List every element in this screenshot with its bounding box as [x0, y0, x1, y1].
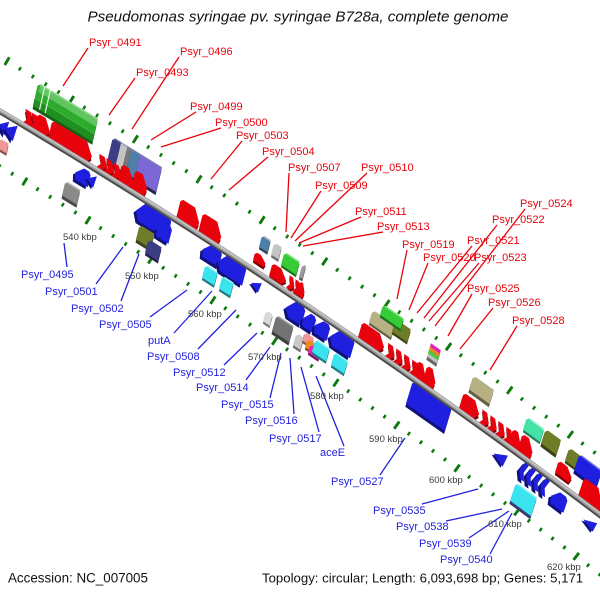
svg-text:Psyr_0491: Psyr_0491: [89, 37, 142, 49]
svg-text:Psyr_0505: Psyr_0505: [99, 319, 152, 331]
svg-text:580 kbp: 580 kbp: [310, 391, 344, 402]
svg-text:Psyr_0515: Psyr_0515: [221, 399, 274, 411]
svg-text:Psyr_0525: Psyr_0525: [467, 283, 520, 295]
svg-text:Psyr_0493: Psyr_0493: [136, 67, 189, 79]
svg-text:540 kbp: 540 kbp: [63, 232, 97, 243]
svg-text:Psyr_0508: Psyr_0508: [147, 351, 200, 363]
svg-text:Psyr_0527: Psyr_0527: [331, 476, 384, 488]
svg-text:Psyr_0504: Psyr_0504: [262, 146, 315, 158]
svg-text:Psyr_0511: Psyr_0511: [355, 206, 407, 218]
svg-text:Psyr_0499: Psyr_0499: [190, 101, 243, 113]
svg-text:Psyr_0517: Psyr_0517: [269, 433, 322, 445]
svg-text:Psyr_0495: Psyr_0495: [21, 269, 74, 281]
svg-text:Psyr_0539: Psyr_0539: [419, 538, 472, 550]
svg-text:560 kbp: 560 kbp: [188, 309, 222, 320]
svg-text:Psyr_0501: Psyr_0501: [45, 286, 98, 298]
svg-text:Psyr_0516: Psyr_0516: [245, 415, 298, 427]
svg-text:Psyr_0528: Psyr_0528: [512, 315, 565, 327]
svg-text:Psyr_0503: Psyr_0503: [236, 130, 289, 142]
svg-text:putA: putA: [148, 335, 171, 347]
svg-text:610 kbp: 610 kbp: [488, 519, 522, 530]
svg-text:Psyr_0509: Psyr_0509: [315, 180, 368, 192]
svg-text:Psyr_0523: Psyr_0523: [474, 252, 527, 264]
svg-text:Psyr_0521: Psyr_0521: [467, 235, 520, 247]
svg-text:Psyr_0513: Psyr_0513: [377, 221, 430, 233]
svg-text:Topology: circular; Length: 6,: Topology: circular; Length: 6,093,698 bp…: [262, 571, 583, 586]
svg-text:Psyr_0526: Psyr_0526: [488, 297, 541, 309]
svg-text:Psyr_0535: Psyr_0535: [373, 505, 426, 517]
svg-text:Psyr_0520: Psyr_0520: [423, 252, 476, 264]
svg-text:620 kbp: 620 kbp: [547, 562, 581, 573]
svg-text:Psyr_0522: Psyr_0522: [492, 214, 545, 226]
svg-text:Psyr_0510: Psyr_0510: [361, 162, 414, 174]
svg-text:Psyr_0496: Psyr_0496: [180, 46, 233, 58]
svg-text:570 kbp: 570 kbp: [248, 352, 282, 363]
svg-text:550 kbp: 550 kbp: [125, 271, 159, 282]
svg-text:Psyr_0540: Psyr_0540: [440, 554, 493, 566]
svg-text:Psyr_0538: Psyr_0538: [396, 521, 449, 533]
svg-text:590 kbp: 590 kbp: [369, 434, 403, 445]
svg-text:aceE: aceE: [320, 447, 345, 459]
svg-text:Psyr_0512: Psyr_0512: [173, 367, 226, 379]
svg-text:Accession: NC_007005: Accession: NC_007005: [8, 571, 148, 586]
svg-text:Psyr_0524: Psyr_0524: [520, 198, 573, 210]
svg-text:Pseudomonas syringae pv. syrin: Pseudomonas syringae pv. syringae B728a,…: [88, 9, 509, 26]
svg-text:Psyr_0519: Psyr_0519: [402, 239, 455, 251]
svg-text:Psyr_0502: Psyr_0502: [71, 303, 124, 315]
svg-text:Psyr_0507: Psyr_0507: [288, 162, 341, 174]
svg-text:600 kbp: 600 kbp: [429, 475, 463, 486]
svg-text:Psyr_0500: Psyr_0500: [215, 117, 268, 129]
svg-text:Psyr_0514: Psyr_0514: [196, 382, 249, 394]
